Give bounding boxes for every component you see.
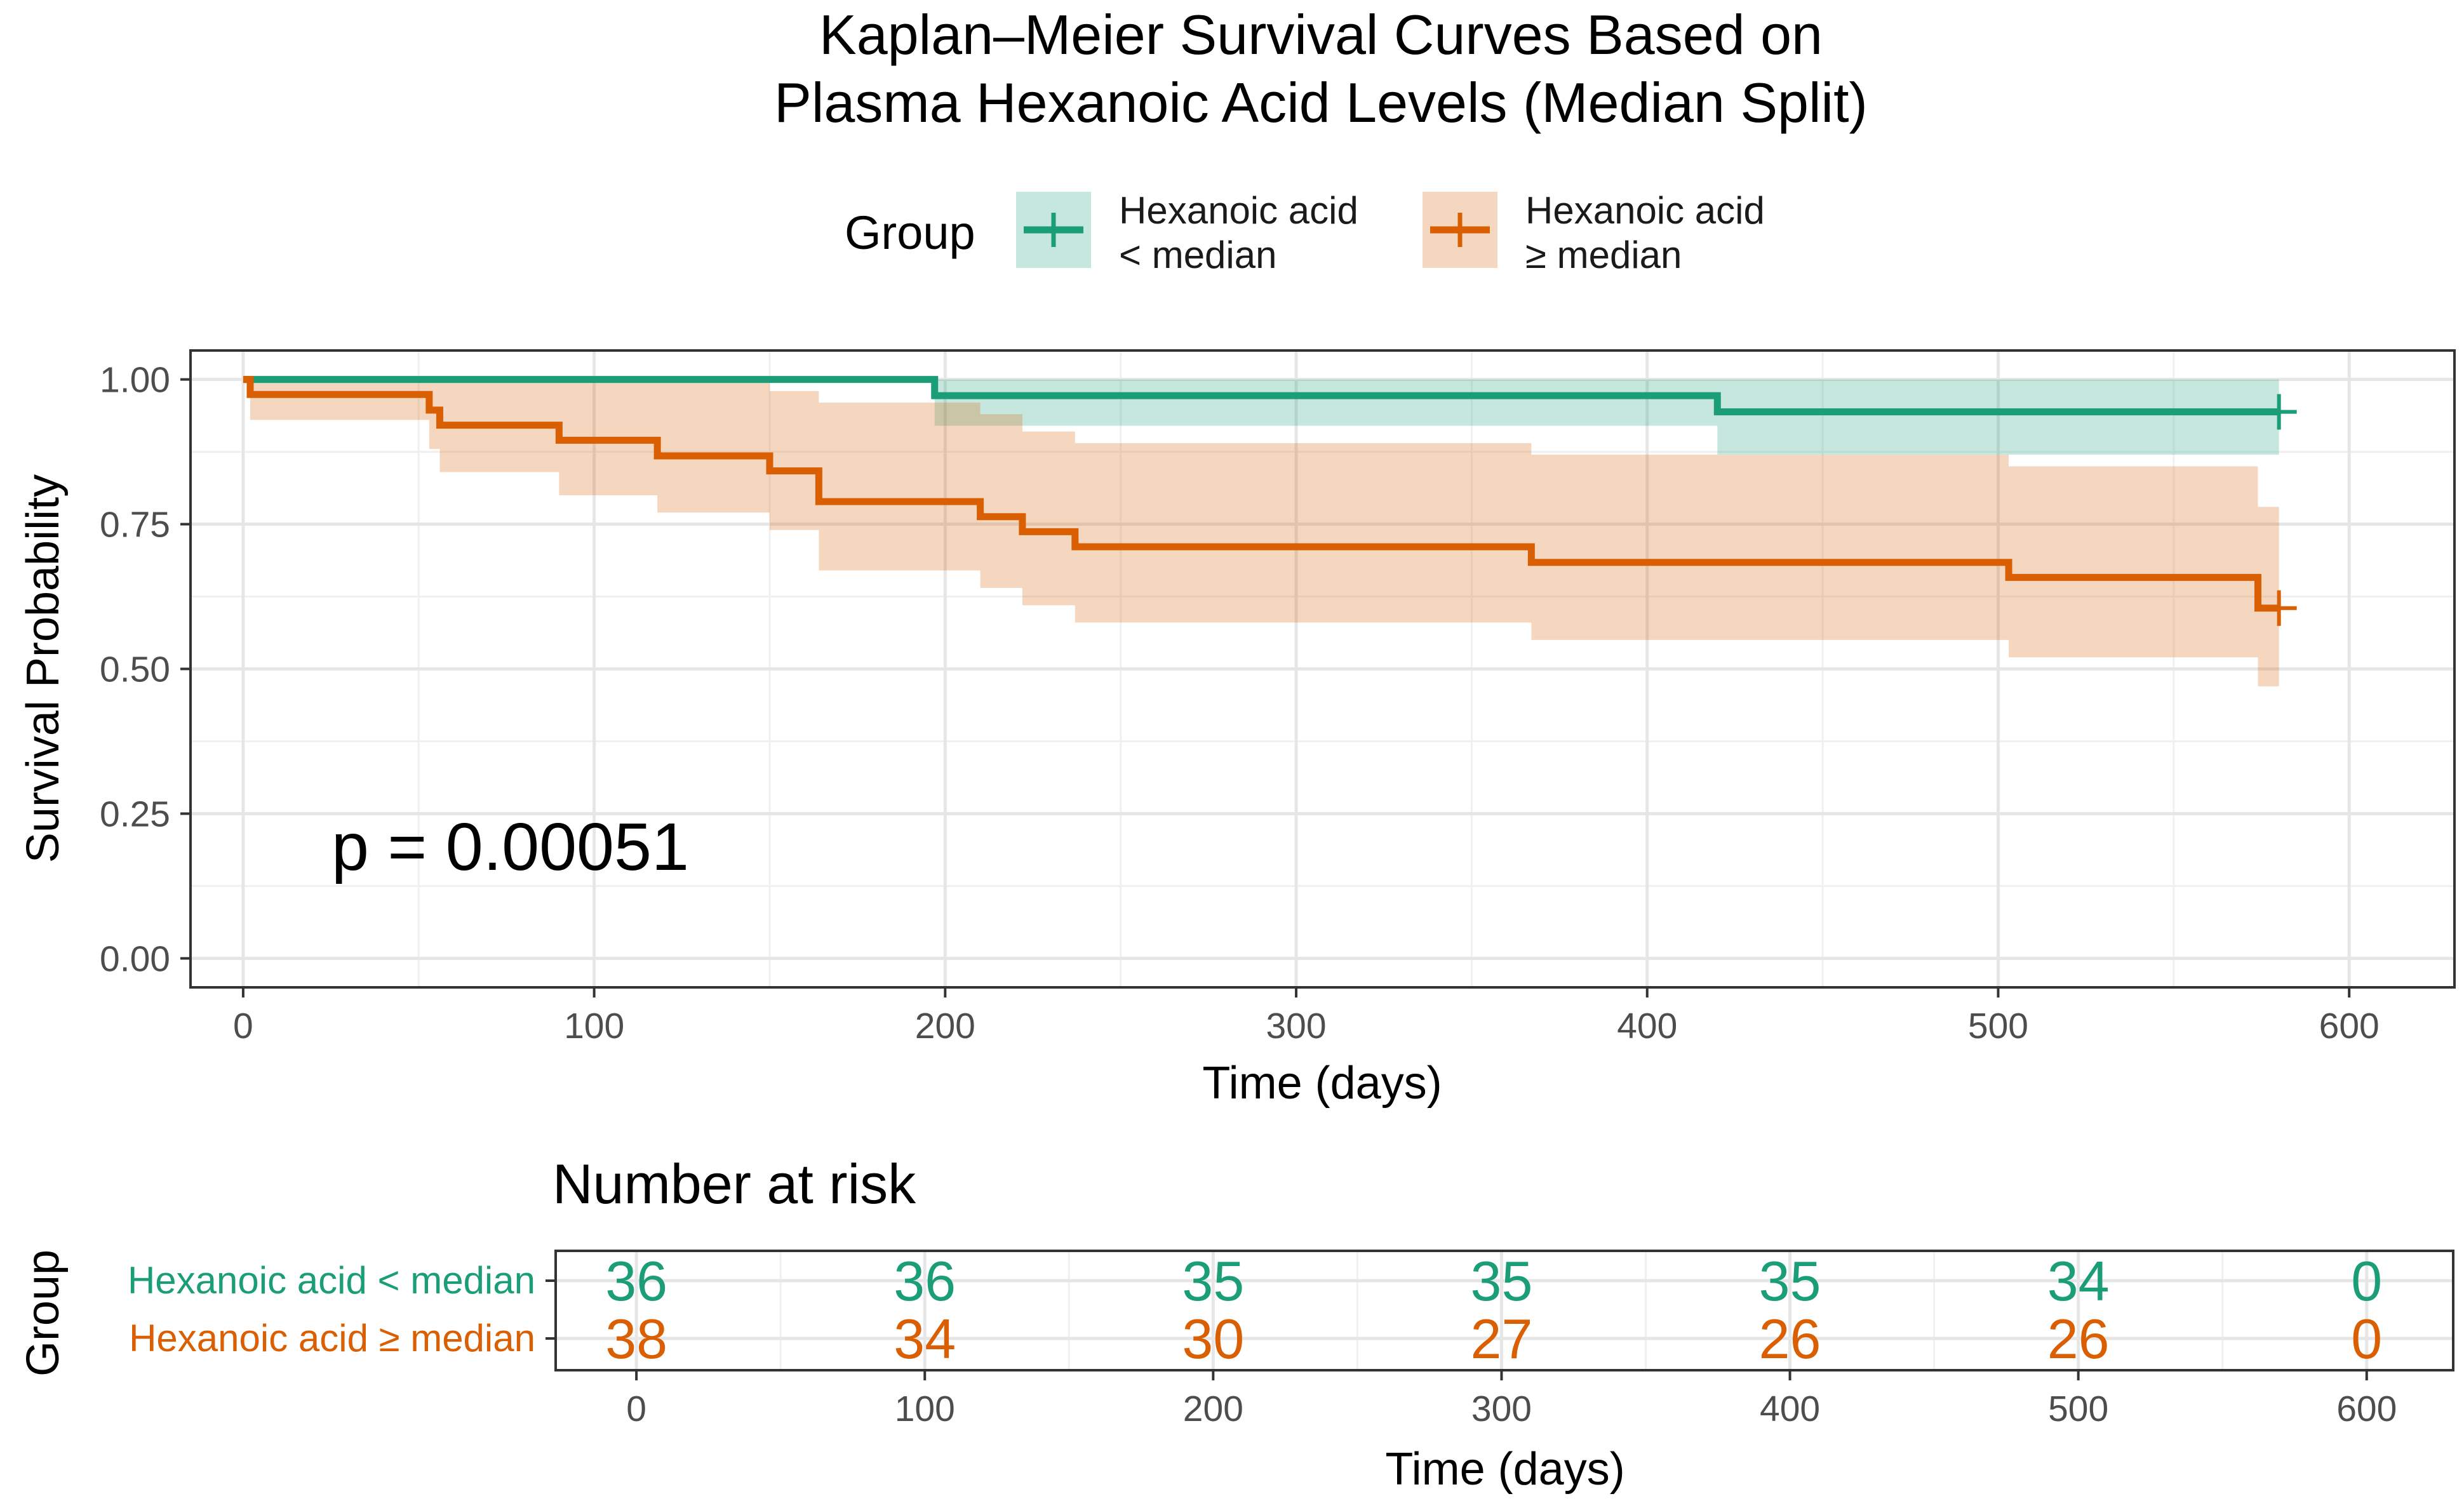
x-axis-title: Time (days) [1202, 1058, 1442, 1109]
y-tick-label: 1.00 [100, 360, 170, 401]
risk-count: 0 [2351, 1307, 2382, 1370]
risk-table-border [554, 1250, 2454, 1371]
legend: Group Hexanoic acid < median Hexanoic ac… [845, 189, 1765, 276]
risk-x-tick-label: 200 [1183, 1389, 1243, 1429]
legend-label-high-line-2: ≥ median [1525, 234, 1682, 276]
x-tick-label: 600 [2319, 1006, 2380, 1046]
chart-title-line-1: Kaplan–Meier Survival Curves Based on [819, 3, 1823, 66]
risk-count: 35 [1182, 1250, 1244, 1312]
risk-x-tick-label: 300 [1471, 1389, 1532, 1429]
risk-x-tick-label: 500 [2048, 1389, 2108, 1429]
risk-x-tick-label: 600 [2336, 1389, 2397, 1429]
x-tick-label: 0 [233, 1006, 253, 1046]
risk-count: 27 [1471, 1307, 1533, 1370]
risk-count: 30 [1182, 1307, 1244, 1370]
x-tick-label: 300 [1266, 1006, 1326, 1046]
censor-marks [2261, 394, 2297, 626]
risk-table: Number at risk 36 36 35 35 35 34 0 38 34 30 27 26 26… [18, 1152, 2454, 1495]
legend-label-low-line-2: < median [1119, 234, 1277, 276]
legend-title: Group [845, 206, 975, 259]
x-tick-label: 400 [1617, 1006, 1677, 1046]
y-tick-label: 0.50 [100, 650, 170, 690]
plot-axes: 0 100 200 300 400 500 600 0.00 0.25 0.50 0.75 1.00 [100, 360, 2380, 1046]
risk-count: 35 [1471, 1250, 1533, 1312]
risk-x-tick-label: 400 [1760, 1389, 1820, 1429]
risk-row-label: Hexanoic acid < median [128, 1259, 535, 1302]
risk-row-label: Hexanoic acid ≥ median [129, 1317, 535, 1359]
risk-x-tick-label: 0 [626, 1389, 646, 1429]
risk-table-grid [556, 1251, 2453, 1370]
risk-count: 38 [605, 1307, 667, 1370]
legend-entry-high: Hexanoic acid ≥ median [1423, 189, 1765, 276]
x-tick-label: 100 [564, 1006, 624, 1046]
legend-entry-low: Hexanoic acid < median [1016, 189, 1358, 276]
risk-x-tick-label: 100 [895, 1389, 955, 1429]
risk-count: 36 [605, 1250, 667, 1312]
survival-curve-low [243, 376, 2279, 416]
risk-count: 36 [894, 1250, 956, 1312]
risk-y-axis-title: Group [18, 1250, 69, 1377]
risk-count: 0 [2351, 1250, 2382, 1312]
risk-table-background [556, 1251, 2453, 1370]
risk-table-title: Number at risk [552, 1152, 916, 1215]
risk-count: 34 [894, 1307, 956, 1370]
survival-curves [243, 376, 2279, 612]
censor-mark-low [2261, 394, 2297, 430]
risk-count: 26 [2047, 1307, 2110, 1370]
y-tick-label: 0.00 [100, 938, 170, 979]
x-tick-label: 500 [1968, 1006, 2028, 1046]
x-tick-label: 200 [915, 1006, 975, 1046]
risk-x-axis-title: Time (days) [1385, 1444, 1624, 1495]
chart-title-line-2: Plasma Hexanoic Acid Levels (Median Spli… [774, 71, 1868, 134]
risk-count: 26 [1759, 1307, 1821, 1370]
legend-label-high-line-1: Hexanoic acid [1525, 189, 1765, 232]
legend-label-low-line-1: Hexanoic acid [1119, 189, 1358, 232]
censor-mark-high [2261, 590, 2297, 626]
ci-band-low [243, 379, 2279, 455]
risk-table-cells: 36 36 35 35 35 34 0 38 34 30 27 26 26 0 [605, 1250, 2382, 1370]
plot-grid [191, 350, 2454, 987]
survival-plot: 0 100 200 300 400 500 6000.000.250.500.751.00 … [18, 349, 2456, 1109]
y-tick-label: 0.75 [100, 505, 170, 545]
y-tick-label: 0.25 [100, 794, 170, 834]
p-value-annotation: p = 0.00051 [331, 810, 689, 884]
risk-count: 34 [2047, 1250, 2110, 1312]
survival-curve-high [243, 376, 2279, 612]
risk-table-axes: Hexanoic acid < median Hexanoic acid ≥ me… [128, 1259, 2397, 1429]
y-axis-title: Survival Probability [18, 474, 69, 863]
risk-count: 35 [1759, 1250, 1821, 1312]
